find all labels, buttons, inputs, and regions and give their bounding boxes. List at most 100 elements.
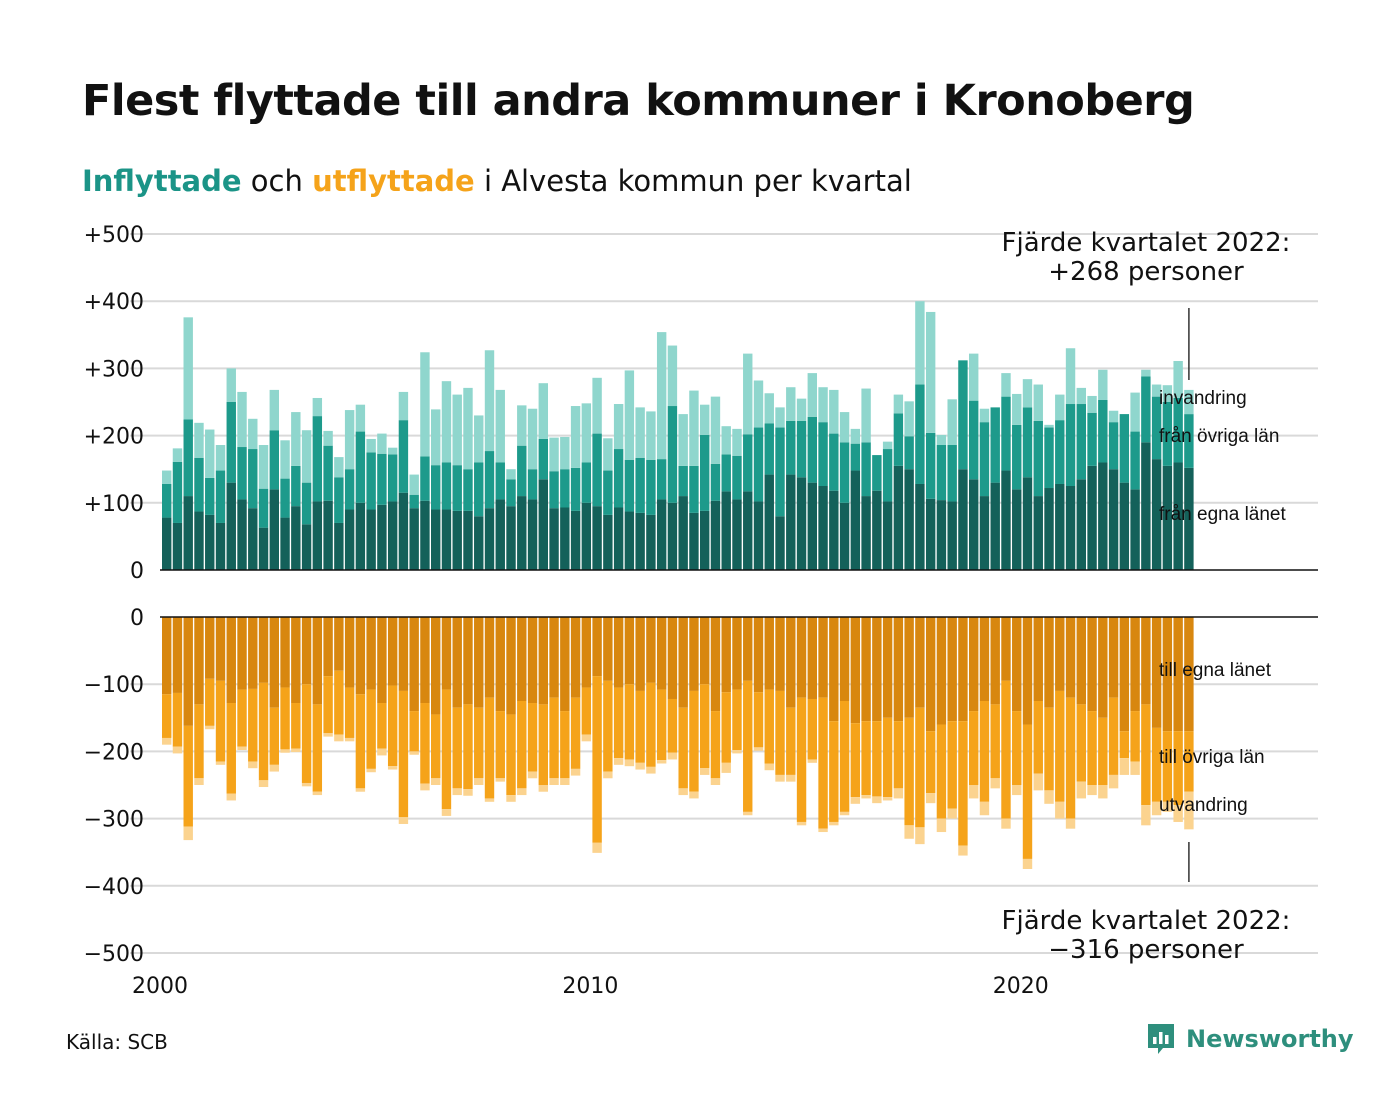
bar-segment-out-0 [398, 617, 409, 691]
bar-segment-out-2 [818, 828, 828, 833]
bar-segment-in-1 [495, 462, 505, 500]
bar-segment-out-0 [990, 617, 1000, 705]
series-label: från övriga län [1159, 426, 1279, 447]
bar-segment-in-2 [743, 353, 753, 435]
bar-segment-out-2 [1076, 781, 1086, 799]
bar-segment-in-0 [1022, 477, 1033, 570]
bar-segment-out-1 [549, 697, 559, 779]
bar-segment-out-0 [517, 617, 527, 701]
bar-segment-out-0 [431, 617, 441, 715]
bar-segment-in-1 [710, 463, 721, 501]
bar-segment-out-1 [829, 721, 839, 822]
bar-segment-in-1 [667, 406, 678, 503]
bar-segment-in-0 [775, 516, 785, 570]
bar-segment-out-2 [258, 780, 269, 788]
bar-segment-out-1 [947, 721, 957, 809]
bar-segment-out-2 [1065, 818, 1076, 829]
bar-segment-in-2 [226, 368, 236, 402]
bar-segment-out-0 [344, 617, 355, 688]
bar-segment-in-1 [592, 433, 602, 507]
bar-segment-out-0 [581, 617, 592, 688]
bar-segment-out-0 [1012, 617, 1022, 712]
bar-segment-in-0 [366, 509, 376, 570]
bar-segment-in-2 [162, 470, 172, 484]
bar-segment-in-1 [796, 420, 807, 478]
bar-segment-out-1 [1087, 711, 1097, 785]
bar-segment-out-2 [861, 795, 871, 799]
bar-segment-in-0 [409, 508, 419, 570]
bar-segment-out-0 [796, 617, 807, 698]
bar-segment-in-1 [312, 416, 323, 502]
bar-segment-in-0 [463, 510, 473, 570]
bar-segment-in-0 [215, 522, 226, 570]
bar-segment-in-0 [549, 508, 559, 570]
bar-segment-out-1 [517, 701, 527, 789]
bar-segment-out-2 [969, 785, 979, 799]
bar-segment-out-1 [624, 684, 635, 760]
bar-segment-out-0 [226, 617, 236, 704]
bar-segment-in-0 [312, 501, 323, 570]
bar-segment-out-0 [205, 617, 215, 679]
bar-segment-in-0 [646, 514, 656, 570]
bar-segment-out-1 [581, 687, 592, 735]
bar-segment-out-0 [506, 617, 516, 715]
bar-segment-in-2 [861, 388, 871, 443]
bar-segment-in-1 [1087, 412, 1097, 466]
bar-segment-in-0 [1119, 482, 1130, 570]
bar-segment-out-0 [592, 617, 602, 677]
bar-segment-in-0 [237, 499, 247, 570]
bar-segment-in-1 [549, 471, 559, 509]
bar-segment-in-0 [527, 499, 538, 570]
bar-segment-out-1 [990, 704, 1000, 779]
bar-segment-out-1 [387, 685, 398, 767]
bar-segment-out-1 [162, 694, 172, 738]
bar-segment-in-2 [387, 447, 398, 455]
bar-segment-in-1 [839, 442, 850, 503]
bar-segment-out-0 [237, 617, 247, 690]
subtitle-och: och [250, 164, 303, 198]
bar-segment-in-1 [1065, 404, 1076, 486]
bar-segment-in-1 [280, 478, 290, 518]
bar-segment-out-1 [872, 721, 882, 797]
bar-segment-in-2 [1184, 389, 1194, 415]
bar-segment-out-2 [882, 797, 893, 801]
bar-segment-in-2 [721, 426, 731, 455]
bar-segment-in-0 [258, 527, 269, 570]
annotation-line1: Fjärde kvartalet 2022: [1002, 228, 1291, 258]
bar-segment-out-2 [183, 826, 193, 841]
bar-segment-in-1 [215, 470, 226, 523]
bar-segment-out-0 [764, 617, 774, 690]
bar-segment-out-2 [398, 817, 409, 824]
newsworthy-logo[interactable]: Newsworthy [1146, 1022, 1354, 1056]
bar-segment-in-1 [1184, 414, 1194, 468]
bar-segment-out-1 [484, 697, 495, 799]
bar-segment-out-2 [990, 778, 1000, 789]
bar-segment-out-2 [925, 793, 936, 804]
bar-segment-in-1 [915, 384, 925, 484]
bar-segment-out-1 [775, 690, 785, 775]
subtitle-utflyttade: utflyttade [312, 164, 475, 198]
bar-segment-out-2 [452, 788, 462, 796]
bar-segment-in-1 [517, 445, 527, 497]
bar-segment-out-0 [775, 617, 785, 691]
bar-segment-out-0 [1076, 617, 1086, 705]
bar-segment-in-0 [441, 509, 452, 570]
bar-segment-in-1 [484, 451, 495, 509]
bar-segment-in-2 [624, 370, 635, 460]
bar-segment-out-1 [689, 690, 699, 792]
bar-segment-out-1 [291, 703, 301, 749]
bar-segment-in-2 [969, 353, 979, 401]
bar-segment-in-2 [1098, 369, 1108, 400]
bar-segment-in-2 [1012, 393, 1022, 425]
bar-segment-in-2 [796, 398, 807, 421]
bar-segment-out-0 [743, 617, 753, 681]
bar-segment-in-0 [1087, 465, 1097, 570]
bar-segment-in-0 [474, 516, 484, 570]
bar-segment-in-0 [882, 501, 893, 570]
bar-segment-out-0 [786, 617, 796, 708]
bar-segment-in-2 [893, 394, 904, 414]
bar-segment-in-1 [872, 455, 882, 491]
bar-segment-in-0 [1162, 465, 1173, 570]
bar-segment-in-1 [474, 462, 484, 517]
bar-segment-in-0 [162, 517, 172, 570]
